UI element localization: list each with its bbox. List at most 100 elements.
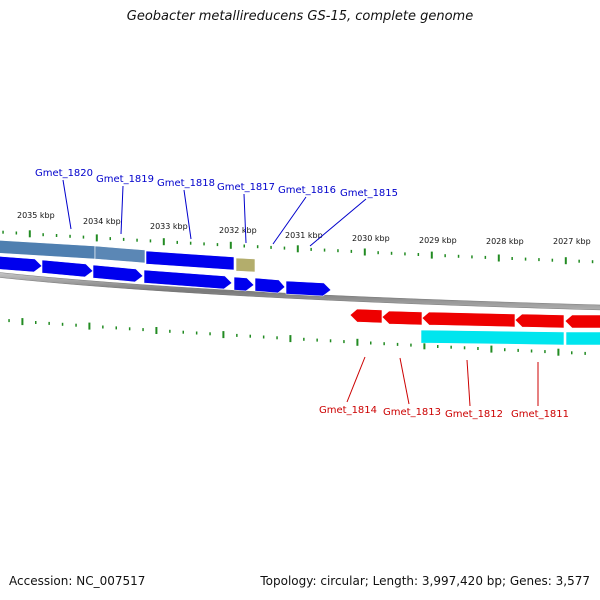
- minor-tick: [48, 321, 50, 325]
- major-tick: [430, 251, 433, 259]
- forward-other-feature[interactable]: [235, 257, 256, 273]
- minor-tick: [189, 241, 192, 245]
- kbp-label: 2031 kbp: [285, 231, 323, 240]
- minor-tick: [203, 242, 205, 246]
- minor-tick: [511, 257, 513, 260]
- minor-tick: [169, 329, 171, 333]
- minor-tick: [417, 253, 420, 256]
- minor-tick: [276, 336, 278, 340]
- scale-ticks-upper: [2, 230, 594, 265]
- minor-tick: [370, 341, 372, 345]
- minor-tick: [61, 322, 64, 326]
- forward-gene-arrow[interactable]: [41, 259, 94, 278]
- gene-label-gmet-1818[interactable]: Gmet_1818: [157, 178, 215, 189]
- major-tick: [88, 322, 91, 330]
- forward-gene-arrow[interactable]: [0, 256, 43, 273]
- accession-text: Accession: NC_007517: [9, 574, 146, 588]
- gene-label-gmet-1820[interactable]: Gmet_1820: [35, 168, 93, 179]
- major-tick: [296, 245, 299, 253]
- minor-tick: [128, 327, 131, 331]
- major-tick: [289, 335, 292, 343]
- kbp-label: 2035 kbp: [17, 211, 55, 220]
- minor-tick: [136, 238, 138, 242]
- minor-tick: [236, 333, 238, 337]
- kbp-label: 2032 kbp: [219, 226, 257, 235]
- minor-tick: [55, 234, 58, 237]
- minor-tick: [176, 240, 178, 244]
- minor-tick: [283, 246, 286, 250]
- reverse-gene-arrow[interactable]: [421, 311, 516, 328]
- minor-tick: [410, 343, 412, 347]
- major-tick: [28, 230, 31, 238]
- gene-label-gmet-1819[interactable]: Gmet_1819: [96, 174, 154, 185]
- minor-tick: [404, 252, 406, 256]
- forward-gene-arrow[interactable]: [233, 276, 255, 292]
- minor-tick: [216, 243, 219, 247]
- minor-tick: [316, 338, 318, 342]
- minor-tick: [471, 255, 473, 259]
- minor-tick: [310, 247, 312, 251]
- minor-tick: [591, 260, 594, 264]
- major-tick: [497, 254, 500, 262]
- minor-tick: [551, 258, 554, 262]
- minor-tick: [102, 325, 104, 329]
- map-title: Geobacter metallireducens GS-15, complet…: [126, 9, 474, 24]
- major-tick: [423, 342, 426, 350]
- scale-ticks-lower: [8, 318, 586, 356]
- genome-backbone: [0, 272, 600, 311]
- minor-tick: [262, 335, 265, 339]
- minor-tick: [457, 254, 460, 258]
- forward-gene-arrow[interactable]: [143, 269, 233, 290]
- genome-summary-text: Topology: circular; Length: 3,997,420 bp…: [260, 574, 590, 588]
- gene-label-gmet-1812[interactable]: Gmet_1812: [445, 409, 503, 420]
- major-tick: [229, 241, 232, 249]
- major-tick: [162, 238, 165, 246]
- reverse-gene-arrow[interactable]: [564, 314, 600, 329]
- minor-tick: [243, 244, 245, 248]
- major-tick: [95, 234, 98, 242]
- reverse-rna-track: [420, 329, 600, 346]
- kbp-label: 2029 kbp: [419, 236, 457, 245]
- minor-tick: [377, 251, 379, 255]
- major-tick: [363, 248, 366, 256]
- minor-tick: [337, 249, 339, 253]
- minor-tick: [209, 332, 211, 336]
- major-tick: [557, 348, 560, 356]
- major-tick: [21, 318, 24, 326]
- reverse-gene-arrow[interactable]: [514, 313, 565, 329]
- minor-tick: [182, 330, 184, 334]
- kbp-label: 2033 kbp: [150, 222, 188, 231]
- gene-label-gmet-1811[interactable]: Gmet_1811: [511, 409, 569, 420]
- minor-tick: [323, 248, 326, 252]
- minor-tick: [195, 331, 198, 335]
- forward-gene-arrow[interactable]: [254, 277, 286, 294]
- forward-rna-track: [0, 239, 256, 273]
- forward-gene-arrow[interactable]: [285, 280, 332, 297]
- minor-tick: [477, 347, 479, 350]
- gene-label-gmet-1814[interactable]: Gmet_1814: [319, 405, 377, 416]
- reverse-rna-feature[interactable]: [420, 329, 565, 346]
- reverse-rna-feature[interactable]: [565, 331, 600, 346]
- minor-tick: [249, 334, 251, 338]
- gene-label-gmet-1815[interactable]: Gmet_1815: [340, 188, 398, 199]
- forward-gene-arrow[interactable]: [92, 264, 144, 283]
- minor-tick: [82, 235, 85, 239]
- forward-rna-feature[interactable]: [94, 245, 146, 264]
- gene-label-gmet-1816[interactable]: Gmet_1816: [278, 185, 336, 196]
- reverse-gene-arrow[interactable]: [349, 308, 383, 324]
- forward-gene-feature[interactable]: [145, 250, 235, 271]
- minor-tick: [149, 239, 152, 243]
- gene-label-gmet-1813[interactable]: Gmet_1813: [383, 407, 441, 418]
- major-tick: [564, 257, 567, 265]
- minor-tick: [437, 345, 439, 348]
- minor-tick: [444, 254, 446, 258]
- gene-label-gmet-1817[interactable]: Gmet_1817: [217, 182, 275, 193]
- minor-tick: [329, 339, 332, 343]
- forward-rna-feature[interactable]: [0, 239, 96, 260]
- minor-tick: [530, 349, 533, 353]
- kbp-label: 2034 kbp: [83, 217, 121, 226]
- reverse-label-lines: [346, 356, 539, 407]
- minor-tick: [42, 233, 44, 237]
- reverse-gene-arrow[interactable]: [381, 310, 423, 326]
